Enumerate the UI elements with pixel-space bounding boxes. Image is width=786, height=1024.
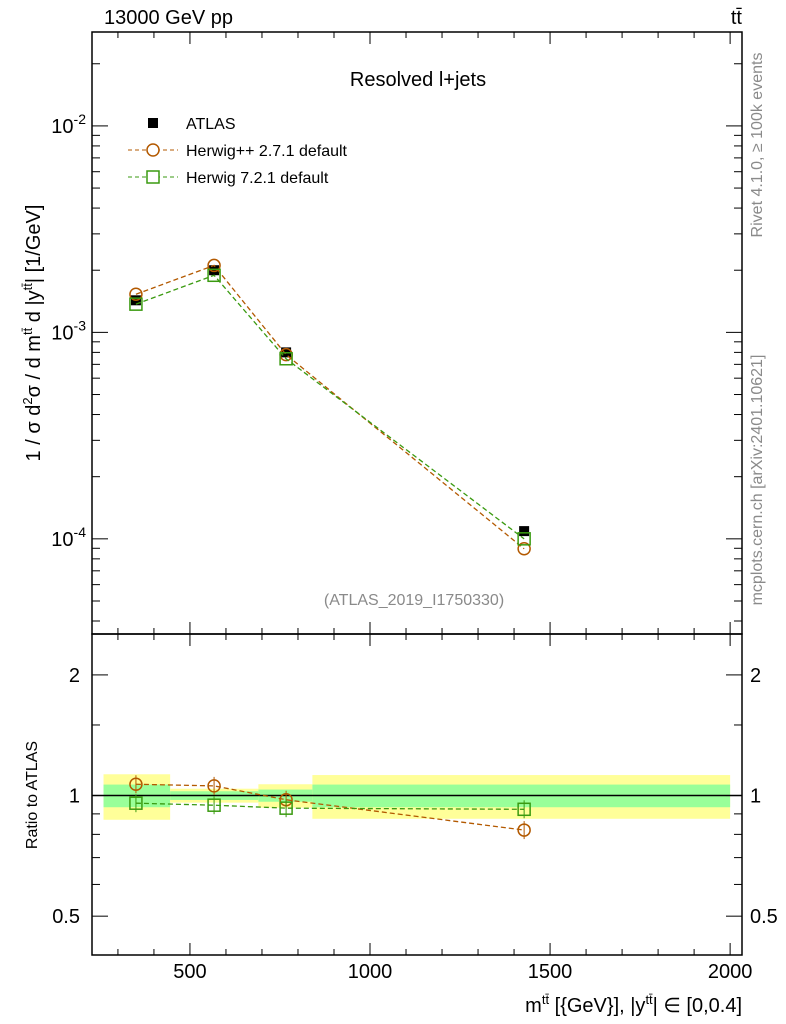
ratio-y-tick-label-right: 1 <box>750 786 761 808</box>
rivet-label: Rivet 4.1.0, ≥ 100k events <box>749 53 766 238</box>
ratio-data-point <box>279 801 293 815</box>
data-point <box>519 526 530 537</box>
ratio-y-tick-label: 0.5 <box>52 906 80 928</box>
x-tick-label: 1000 <box>348 961 393 983</box>
ratio-series-line-1 <box>135 783 525 831</box>
y-tick-label: 10-2 <box>51 111 86 138</box>
x-tick-label: 500 <box>173 961 206 983</box>
ratio-data-point <box>129 777 143 792</box>
ratio-data-point <box>517 823 531 837</box>
process-label: tt̄ <box>731 7 743 29</box>
legend-label-herwig7: Herwig 7.2.1 default <box>186 170 329 187</box>
analysis-label: (ATLAS_2019_I1750330) <box>324 592 504 609</box>
x-tick-label: 2000 <box>708 961 753 983</box>
legend-marker-herwig7 <box>146 170 160 184</box>
data-point <box>517 532 531 546</box>
x-axis-label: mtt̄ [{GeV}], |ytt̄| ∈ [0,0.4] <box>525 992 742 1017</box>
axes: 500 1000 1500 2000 10-2 10-3 10-4 2 2 1 1 0.5 0.5 <box>51 31 778 983</box>
x-tick-label: 1500 <box>528 961 573 983</box>
ratio-data-point <box>207 798 221 812</box>
data-marks <box>129 258 531 840</box>
plot-title: Resolved l+jets <box>350 69 486 91</box>
ratio-data-point <box>207 779 221 793</box>
y-tick-label: 10-4 <box>51 524 86 551</box>
ratio-y-axis-label: Ratio to ATLAS <box>24 741 41 849</box>
legend-marker-herwigpp <box>146 143 160 157</box>
ratio-plot-frame <box>91 633 743 956</box>
y-tick-label: 10-3 <box>51 317 86 344</box>
ratio-data-point <box>517 802 531 817</box>
ratio-y-tick-label: 2 <box>69 665 80 687</box>
data-point <box>209 265 220 276</box>
series-line-1 <box>135 264 525 550</box>
data-point <box>279 352 293 366</box>
legend-label-atlas: ATLAS <box>186 116 236 133</box>
data-point <box>207 268 221 283</box>
ratio-y-tick-label-right: 2 <box>750 665 761 687</box>
energy-label: 13000 GeV pp <box>104 7 233 29</box>
ratio-series-line-2 <box>135 802 525 810</box>
data-point <box>129 287 143 301</box>
ratio-bands <box>92 774 742 820</box>
series-line-2 <box>135 274 525 540</box>
mcplots-label: mcplots.cern.ch [arXiv:2401.10621] <box>749 355 766 606</box>
legend: ATLAS Herwig++ 2.7.1 default Herwig 7.2.… <box>128 116 348 187</box>
data-point <box>129 297 143 311</box>
data-point <box>207 258 221 273</box>
data-point <box>517 542 531 556</box>
legend-label-herwigpp: Herwig++ 2.7.1 default <box>186 143 348 160</box>
legend-marker-atlas <box>148 118 158 128</box>
ratio-y-tick-label-right: 0.5 <box>750 906 778 928</box>
ratio-data-point <box>129 796 143 810</box>
y-axis-label: 1 / σ d2σ / d mtt̄ d |ytt̄| [1/GeV] <box>20 205 45 462</box>
ratio-y-tick-label: 1 <box>69 786 80 808</box>
